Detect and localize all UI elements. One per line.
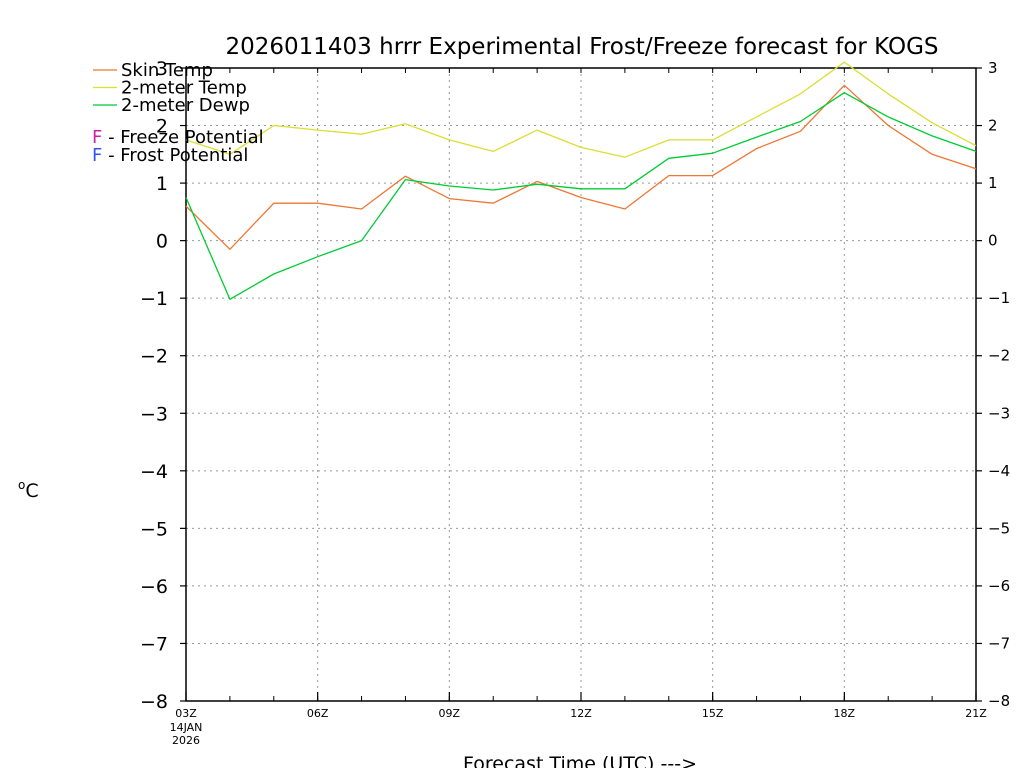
plot-frame — [185, 67, 977, 702]
series-line-2-meter-temp — [185, 61, 977, 158]
y-tick-label: −3 — [140, 403, 168, 425]
chart-series — [185, 61, 977, 300]
y-tick-label-right: −6 — [988, 577, 1010, 595]
y-tick-label-right: −3 — [988, 404, 1010, 422]
y-tick-label-right: 2 — [988, 117, 998, 135]
y-axis-label: oC — [18, 478, 39, 502]
y-tick-label: 0 — [156, 231, 168, 253]
y-tick-label-right: −8 — [988, 692, 1010, 710]
series-line-skin-temp — [185, 84, 977, 250]
y-tick-label: −5 — [140, 518, 168, 540]
x-tick-label: 09Z — [439, 707, 461, 720]
legend-potential-text: - Frost Potential — [102, 145, 248, 166]
y-tick-label: 3 — [156, 58, 168, 80]
legend-potential-marker: F — [92, 145, 102, 166]
x-date-label: 2026 — [172, 734, 200, 747]
y-tick-label-right: −2 — [988, 347, 1010, 365]
y-tick-label: −1 — [140, 288, 168, 310]
y-axis-label-degree: o — [18, 478, 25, 492]
x-tick-label: 06Z — [307, 707, 329, 720]
y-tick-label-right: 3 — [988, 59, 998, 77]
x-tick-label: 03Z — [175, 707, 197, 720]
x-tick-label: 21Z — [965, 707, 987, 720]
legend-potential: F - Frost Potential — [92, 145, 248, 166]
axis-ticks: 3 3 2 2 1 1 0 0 −1 −1 −2 −2 −3 −3 −4 −4 −5 −5 −6 −6 −7 −7 −8 −8… — [140, 58, 1010, 747]
x-tick-label: 15Z — [702, 707, 724, 720]
y-tick-label-right: 1 — [988, 174, 998, 192]
legend-label: 2-meter Temp — [121, 78, 247, 99]
series-line-2-meter-dewp — [185, 92, 977, 300]
y-axis-label-unit: C — [25, 480, 38, 502]
x-tick-label: 18Z — [834, 707, 856, 720]
x-tick-label: 12Z — [570, 707, 592, 720]
y-tick-label: −6 — [140, 576, 168, 598]
y-tick-label-right: −1 — [988, 289, 1010, 307]
y-tick-label-right: −4 — [988, 462, 1010, 480]
y-tick-label: −7 — [140, 633, 168, 655]
y-tick-label-right: 0 — [988, 232, 998, 250]
y-tick-label: 2 — [156, 116, 168, 138]
legend-potential-text: - Freeze Potential — [102, 127, 263, 148]
legend-potential-marker: F — [92, 127, 102, 148]
chart-title: 2026011403 hrrr Experimental Frost/Freez… — [225, 34, 938, 60]
y-tick-label: 1 — [156, 173, 168, 195]
legend-label: Skin Temp — [121, 60, 213, 81]
y-tick-label-right: −5 — [988, 519, 1010, 537]
legend-label: 2-meter Dewp — [121, 95, 250, 116]
y-tick-label-right: −7 — [988, 634, 1010, 652]
x-axis-label: Forecast Time (UTC) ---> — [463, 753, 697, 768]
x-date-label: 14JAN — [170, 721, 203, 734]
legend-potential: F - Freeze Potential — [92, 127, 264, 148]
y-tick-label: −4 — [140, 461, 168, 483]
chart-grid — [185, 67, 977, 702]
y-tick-label: −8 — [140, 691, 168, 713]
y-tick-label: −2 — [140, 346, 168, 368]
